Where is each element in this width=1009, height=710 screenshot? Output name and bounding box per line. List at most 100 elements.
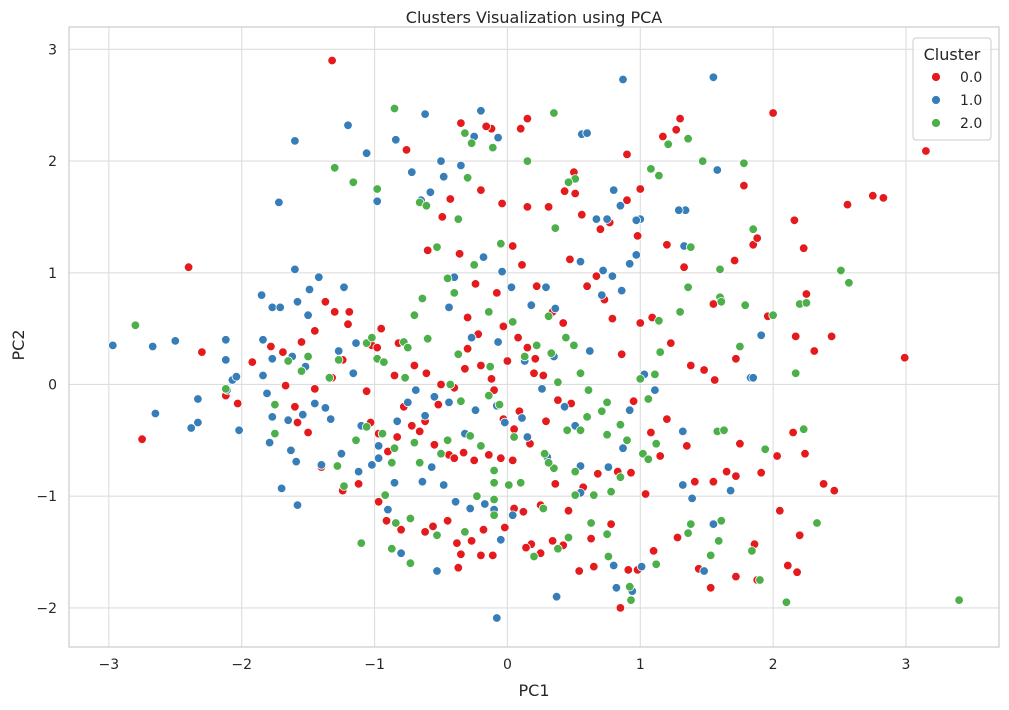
data-point (439, 480, 449, 490)
data-point (735, 439, 745, 449)
data-point (283, 415, 293, 425)
data-point (516, 478, 526, 488)
data-point (409, 437, 420, 448)
data-point (543, 311, 554, 322)
data-point (247, 357, 258, 367)
data-point (725, 485, 736, 496)
data-point (466, 332, 477, 343)
data-point (476, 106, 486, 116)
tick-labels: −3 −2 −1 0 1 2 3 −2 −1 0 1 2 3 (36, 42, 910, 673)
data-point (550, 479, 561, 489)
data-point (563, 177, 574, 188)
data-point (650, 385, 660, 395)
data-point (550, 303, 561, 314)
legend-marker (931, 95, 941, 105)
data-point (708, 477, 719, 487)
data-point (488, 142, 498, 153)
data-point (663, 139, 673, 150)
data-point (372, 342, 382, 353)
data-point (391, 518, 401, 528)
data-point (675, 307, 685, 317)
data-point (731, 354, 741, 364)
data-point (635, 318, 646, 328)
y-axis-title: PC2 (9, 330, 28, 361)
data-point (303, 351, 313, 362)
data-point (336, 449, 347, 459)
data-point (539, 449, 550, 459)
data-point (675, 113, 685, 124)
data-point (517, 413, 527, 423)
data-point (748, 224, 758, 234)
data-point (683, 282, 693, 293)
data-point (458, 447, 469, 458)
data-point (756, 330, 766, 341)
data-point (456, 118, 466, 128)
data-point (502, 356, 513, 366)
data-point (485, 361, 495, 372)
data-point (396, 525, 406, 535)
data-point (433, 399, 444, 410)
data-point (372, 184, 382, 194)
data-point (460, 128, 470, 138)
data-point (565, 254, 575, 265)
data-point (108, 340, 118, 351)
data-point (283, 356, 293, 366)
data-point (320, 297, 331, 307)
data-point (270, 399, 280, 410)
data-point (497, 266, 507, 277)
data-point (570, 188, 580, 199)
data-point (789, 215, 800, 226)
data-point (646, 164, 656, 174)
data-point (500, 522, 510, 533)
data-point (496, 453, 506, 463)
data-point (812, 518, 822, 528)
data-point (403, 397, 413, 408)
data-point (436, 379, 446, 390)
data-point (597, 290, 607, 300)
data-point (351, 338, 361, 348)
data-point (379, 357, 389, 367)
data-point (392, 432, 402, 442)
data-point (389, 103, 400, 114)
data-point (392, 416, 402, 427)
data-point (517, 260, 527, 270)
data-point (537, 384, 547, 394)
data-point (314, 272, 324, 282)
data-point (678, 426, 688, 437)
data-point (671, 125, 681, 135)
data-point (351, 435, 361, 446)
data-point (559, 402, 570, 412)
data-point (420, 109, 430, 119)
data-point (344, 307, 355, 317)
data-point (562, 425, 572, 436)
data-point (731, 571, 741, 582)
data-point (232, 398, 243, 409)
data-point (687, 493, 697, 504)
data-point (292, 297, 303, 307)
data-point (442, 435, 453, 446)
data-point (488, 550, 498, 561)
data-point (622, 195, 632, 205)
data-point (348, 368, 359, 379)
data-point (276, 483, 287, 494)
data-point (183, 262, 194, 272)
data-point (683, 133, 693, 144)
data-point (508, 455, 518, 466)
data-point (650, 369, 660, 380)
data-point (543, 202, 554, 212)
legend-label: 0.0 (960, 70, 982, 86)
data-point (844, 278, 854, 288)
data-point (658, 131, 668, 142)
data-point (706, 550, 716, 561)
data-point (739, 180, 749, 191)
data-point (442, 273, 453, 284)
data-point (651, 439, 661, 449)
data-point (818, 479, 829, 489)
x-tick-label: −2 (231, 657, 252, 673)
data-point (640, 489, 651, 499)
data-point (561, 332, 571, 343)
data-point (622, 149, 632, 160)
data-point (735, 341, 745, 352)
data-point (310, 384, 320, 394)
data-point (602, 529, 612, 539)
